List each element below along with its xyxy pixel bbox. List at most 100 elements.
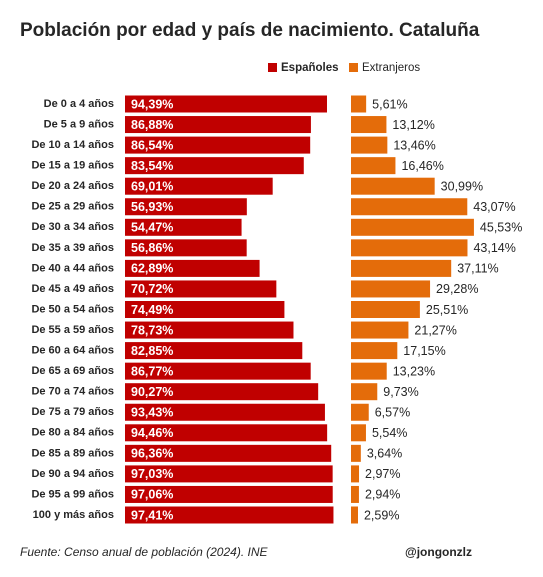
value-label: 86,88% — [131, 118, 173, 132]
bar — [125, 321, 294, 339]
value-label: 5,54% — [372, 426, 407, 440]
legend-swatch — [268, 63, 277, 72]
bar — [351, 177, 435, 195]
y-tick-label: De 50 a 54 años — [31, 303, 114, 315]
bar — [351, 342, 398, 360]
value-label: 2,94% — [365, 488, 400, 502]
bar — [351, 259, 452, 277]
bar — [351, 157, 396, 175]
bar — [351, 280, 431, 298]
value-label: 54,47% — [131, 221, 173, 235]
y-tick-label: De 0 a 4 años — [44, 98, 114, 110]
value-label: 93,43% — [131, 406, 173, 420]
bar — [125, 383, 319, 401]
y-tick-label: De 65 a 69 años — [31, 365, 114, 377]
y-tick-label: De 10 a 14 años — [31, 139, 114, 151]
y-tick-label: De 25 a 29 años — [31, 201, 114, 213]
value-label: 3,64% — [367, 447, 402, 461]
bar — [351, 301, 420, 318]
value-label: 5,61% — [372, 97, 407, 111]
value-label: 43,14% — [473, 241, 515, 255]
value-label: 30,99% — [441, 179, 483, 193]
bar — [351, 383, 378, 401]
value-label: 56,86% — [131, 241, 173, 255]
value-label: 45,53% — [480, 221, 522, 235]
bar — [351, 362, 387, 380]
value-label: 70,72% — [131, 282, 173, 296]
bar — [351, 136, 388, 154]
value-label: 86,54% — [131, 138, 173, 152]
y-tick-label: De 40 a 44 años — [31, 262, 114, 274]
bar — [125, 218, 242, 236]
bar — [125, 485, 333, 503]
y-tick-label: De 30 a 34 años — [31, 221, 114, 233]
bar — [125, 95, 327, 113]
bar — [351, 95, 367, 113]
y-tick-label: De 55 a 59 años — [31, 324, 114, 336]
bar — [351, 239, 468, 257]
y-tick-label: De 5 a 9 años — [44, 118, 114, 130]
y-tick-label: De 75 a 79 años — [31, 406, 114, 418]
value-label: 37,11% — [457, 262, 498, 276]
credit: @jongonzlz — [405, 545, 472, 559]
value-label: 78,73% — [131, 323, 173, 337]
bar — [125, 198, 247, 216]
bar — [351, 321, 409, 339]
bar — [351, 116, 387, 134]
bar — [125, 280, 277, 298]
value-label: 56,93% — [131, 200, 173, 214]
value-label: 43,07% — [473, 200, 515, 214]
y-tick-label: De 80 a 84 años — [31, 427, 114, 439]
value-label: 13,23% — [393, 364, 435, 378]
y-tick-label: De 70 a 74 años — [31, 386, 114, 398]
bar — [351, 506, 358, 524]
value-label: 17,15% — [403, 344, 445, 358]
value-label: 97,06% — [131, 488, 173, 502]
bar — [125, 116, 311, 134]
y-tick-label: De 35 a 39 años — [31, 242, 114, 254]
value-label: 62,89% — [131, 262, 173, 276]
bar — [351, 198, 468, 216]
value-label: 13,46% — [393, 138, 435, 152]
y-tick-label: De 85 a 89 años — [31, 447, 114, 459]
chart-title: Población por edad y país de nacimiento.… — [20, 20, 480, 41]
value-label: 6,57% — [375, 406, 410, 420]
bar — [125, 362, 311, 380]
bar — [351, 465, 360, 483]
value-label: 2,59% — [364, 508, 399, 522]
value-label: 16,46% — [401, 159, 443, 173]
bar — [125, 239, 247, 257]
bar — [125, 157, 304, 175]
y-tick-label: De 15 a 19 años — [31, 160, 114, 172]
value-label: 94,39% — [131, 97, 173, 111]
value-label: 2,97% — [365, 467, 400, 481]
legend-swatch — [349, 63, 358, 72]
value-label: 86,77% — [131, 364, 173, 378]
y-tick-label: De 45 a 49 años — [31, 283, 114, 295]
value-label: 13,12% — [392, 118, 434, 132]
y-tick-label: De 20 a 24 años — [31, 180, 114, 192]
value-label: 21,27% — [414, 323, 456, 337]
value-label: 96,36% — [131, 447, 173, 461]
bar — [351, 424, 366, 442]
bar — [125, 465, 333, 483]
bar — [125, 342, 303, 360]
value-label: 90,27% — [131, 385, 173, 399]
bar — [125, 403, 325, 421]
value-label: 74,49% — [131, 303, 173, 317]
legend-label: Españoles — [281, 62, 339, 74]
bar — [125, 177, 273, 195]
value-label: 25,51% — [426, 303, 468, 317]
bar — [351, 485, 359, 503]
y-tick-label: De 90 a 94 años — [31, 468, 114, 480]
bar — [125, 444, 332, 462]
value-label: 83,54% — [131, 159, 173, 173]
bar — [125, 136, 311, 154]
bar — [351, 218, 474, 236]
bar — [125, 424, 328, 442]
value-label: 97,03% — [131, 467, 173, 481]
bar — [351, 444, 361, 462]
value-label: 69,01% — [131, 179, 173, 193]
bar — [125, 259, 260, 277]
